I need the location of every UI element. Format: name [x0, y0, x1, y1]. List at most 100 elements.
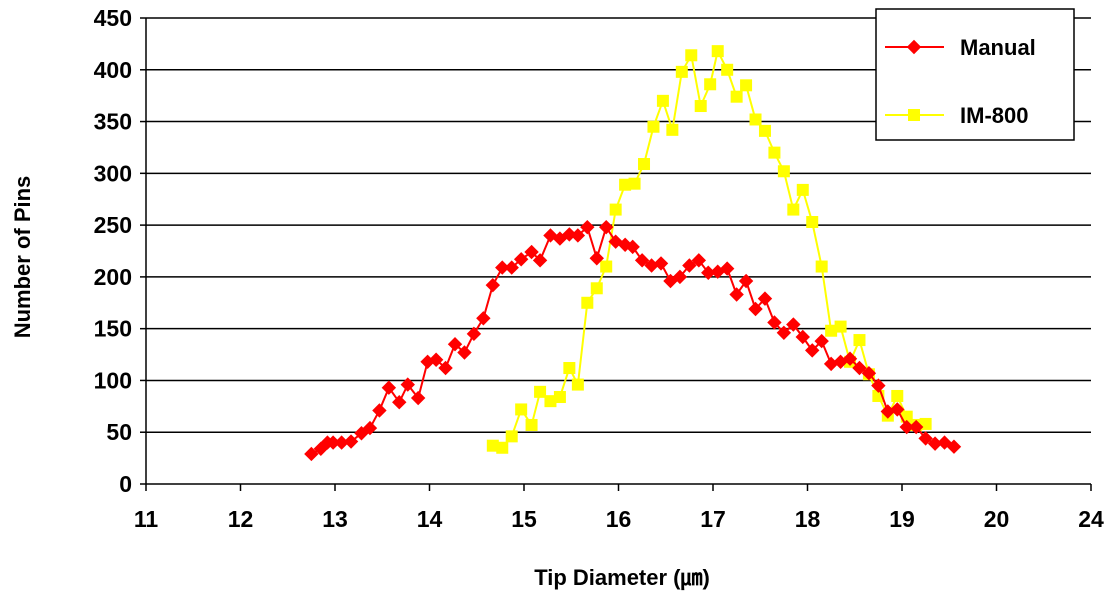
x-tick-label: 14: [417, 506, 443, 532]
data-point: [496, 441, 509, 454]
data-point: [647, 120, 660, 133]
data-point: [691, 253, 707, 268]
data-point: [758, 124, 771, 137]
data-point: [562, 227, 577, 242]
data-point: [362, 420, 378, 436]
data-point: [861, 365, 877, 381]
data-point: [428, 352, 444, 367]
data-point: [834, 320, 847, 333]
data-point: [719, 261, 735, 276]
data-point: [524, 244, 539, 260]
data-point: [694, 100, 707, 113]
data-point: [589, 251, 604, 266]
legend-item: Manual: [885, 35, 1036, 60]
gridlines: [146, 17, 1091, 433]
data-point: [738, 273, 754, 289]
x-tick-label: 20: [984, 506, 1010, 532]
series-im-800: [486, 45, 932, 454]
data-point: [571, 378, 584, 391]
data-point: [563, 362, 576, 375]
data-point: [768, 146, 781, 159]
x-tick-label: 12: [228, 506, 254, 532]
data-point: [570, 228, 586, 243]
data-point: [672, 269, 688, 285]
data-point: [638, 158, 651, 171]
y-tick-label: 50: [106, 419, 132, 445]
data-point: [787, 203, 800, 216]
data-point: [730, 90, 743, 103]
data-point: [729, 287, 744, 302]
data-point: [304, 446, 319, 462]
data-point: [805, 343, 820, 358]
data-point: [795, 329, 810, 345]
data-point: [438, 360, 453, 376]
data-point: [656, 94, 669, 107]
y-tick-label: 150: [94, 316, 132, 342]
data-point: [749, 113, 762, 126]
x-tick-label: 19: [889, 506, 915, 532]
data-point: [513, 252, 529, 267]
axes: 0 50 100 150 200 250 300 350 400 450 11 12 13 14 15 16 1…: [94, 5, 1104, 532]
data-point: [599, 219, 614, 235]
data-point: [625, 239, 640, 255]
data-point: [476, 311, 491, 326]
data-point: [814, 333, 829, 349]
data-point: [515, 403, 528, 416]
data-point: [852, 360, 867, 376]
data-point: [918, 431, 933, 446]
data-point: [786, 317, 801, 332]
data-point: [721, 63, 734, 76]
x-tick-label: 16: [606, 506, 632, 532]
data-point: [767, 315, 782, 330]
y-tick-label: 300: [94, 160, 132, 186]
y-tick-label: 250: [94, 212, 132, 238]
data-point: [777, 165, 790, 178]
data-point: [609, 203, 622, 216]
data-point: [682, 258, 697, 273]
data-point: [495, 260, 510, 275]
data-point: [815, 260, 828, 273]
y-tick-label: 450: [94, 5, 132, 31]
x-tick-label: 11: [134, 506, 159, 532]
data-point: [666, 123, 679, 136]
data-point: [534, 385, 547, 398]
y-tick-label: 400: [94, 57, 132, 83]
data-point: [908, 419, 924, 435]
data-point: [711, 45, 724, 58]
data-point: [842, 351, 858, 366]
data-point: [400, 377, 415, 392]
data-point: [553, 391, 566, 404]
x-axis-title: Tip Diameter (㎛): [534, 565, 710, 591]
data-point: [392, 394, 407, 410]
y-axis-title: Number of Pins: [10, 176, 35, 339]
data-point: [704, 78, 717, 91]
x-tick-label: 15: [511, 506, 537, 532]
legend-label: Manual: [960, 35, 1036, 60]
data-point: [580, 219, 595, 235]
data-point: [410, 390, 426, 406]
data-point: [796, 183, 809, 196]
data-point: [447, 336, 463, 352]
data-point: [675, 65, 688, 78]
data-point: [525, 418, 538, 431]
data-point: [891, 389, 904, 402]
data-point: [381, 380, 397, 395]
y-tick-label: 350: [94, 109, 132, 135]
data-point: [748, 301, 763, 317]
data-point: [590, 282, 603, 295]
x-tick-label: 17: [700, 506, 726, 532]
data-point: [600, 260, 613, 273]
data-point: [372, 403, 387, 418]
data-point: [653, 256, 669, 271]
data-point: [899, 419, 914, 435]
data-point: [853, 334, 866, 347]
legend: Manual IM-800: [875, 8, 1075, 141]
data-point: [685, 49, 698, 62]
data-point: [466, 326, 482, 342]
data-point: [457, 345, 472, 360]
series-manual: [304, 219, 962, 462]
legend-swatch-marker: [906, 39, 922, 55]
data-point: [532, 253, 548, 268]
